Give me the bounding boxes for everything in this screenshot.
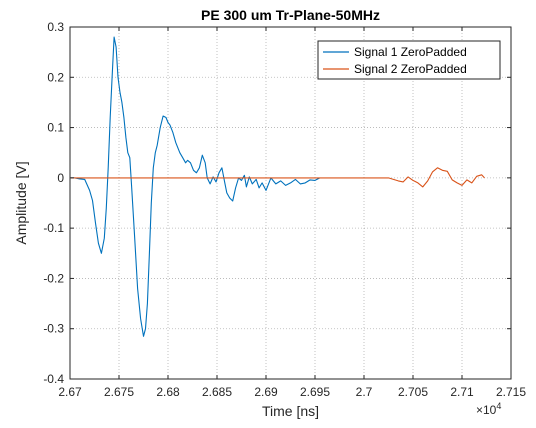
series-line-signal-1 bbox=[71, 36, 321, 337]
y-tick-label: 0.2 bbox=[47, 70, 64, 84]
chart-title: PE 300 um Tr-Plane-50MHz bbox=[201, 7, 380, 23]
legend[interactable]: Signal 1 ZeroPadded Signal 2 ZeroPadded bbox=[317, 40, 501, 80]
plot-area bbox=[70, 27, 511, 379]
x-tick-label: 2.7 bbox=[356, 385, 373, 399]
x-tick-label: 2.695 bbox=[300, 385, 330, 399]
legend-label-signal-1: Signal 1 ZeroPadded bbox=[354, 45, 467, 59]
series-lines bbox=[71, 36, 485, 337]
x-tick-label: 2.705 bbox=[398, 385, 428, 399]
x-axis-label: Time [ns] bbox=[262, 403, 319, 419]
y-tick-label: -0.2 bbox=[43, 271, 64, 285]
series-line-signal-2 bbox=[71, 167, 485, 188]
x-multiplier-exponent: 4 bbox=[496, 401, 501, 411]
y-axis-label: Amplitude [V] bbox=[13, 161, 29, 244]
x-tick-label: 2.675 bbox=[104, 385, 134, 399]
x-axis-multiplier: ×104 bbox=[476, 401, 501, 417]
y-tick-label: 0 bbox=[57, 171, 64, 185]
axis-ticks: 2.67 2.675 2.68 2.685 2.69 2.695 2.7 2.705 2.71 2… bbox=[43, 20, 526, 399]
x-tick-label: 2.67 bbox=[58, 385, 82, 399]
x-tick-label: 2.69 bbox=[254, 385, 278, 399]
y-tick-label: -0.1 bbox=[43, 221, 64, 235]
x-tick-label: 2.685 bbox=[202, 385, 232, 399]
axes-box bbox=[69, 26, 512, 380]
x-tick-label: 2.715 bbox=[496, 385, 526, 399]
legend-box bbox=[317, 40, 501, 80]
x-multiplier-base: ×10 bbox=[476, 403, 497, 417]
y-tick-label: -0.4 bbox=[43, 372, 64, 386]
y-tick-label: -0.3 bbox=[43, 322, 64, 336]
x-tick-label: 2.68 bbox=[156, 385, 180, 399]
y-tick-label: 0.3 bbox=[47, 20, 64, 34]
x-tick-label: 2.71 bbox=[450, 385, 474, 399]
legend-label-signal-2: Signal 2 ZeroPadded bbox=[354, 62, 467, 76]
y-tick-label: 0.1 bbox=[47, 121, 64, 135]
